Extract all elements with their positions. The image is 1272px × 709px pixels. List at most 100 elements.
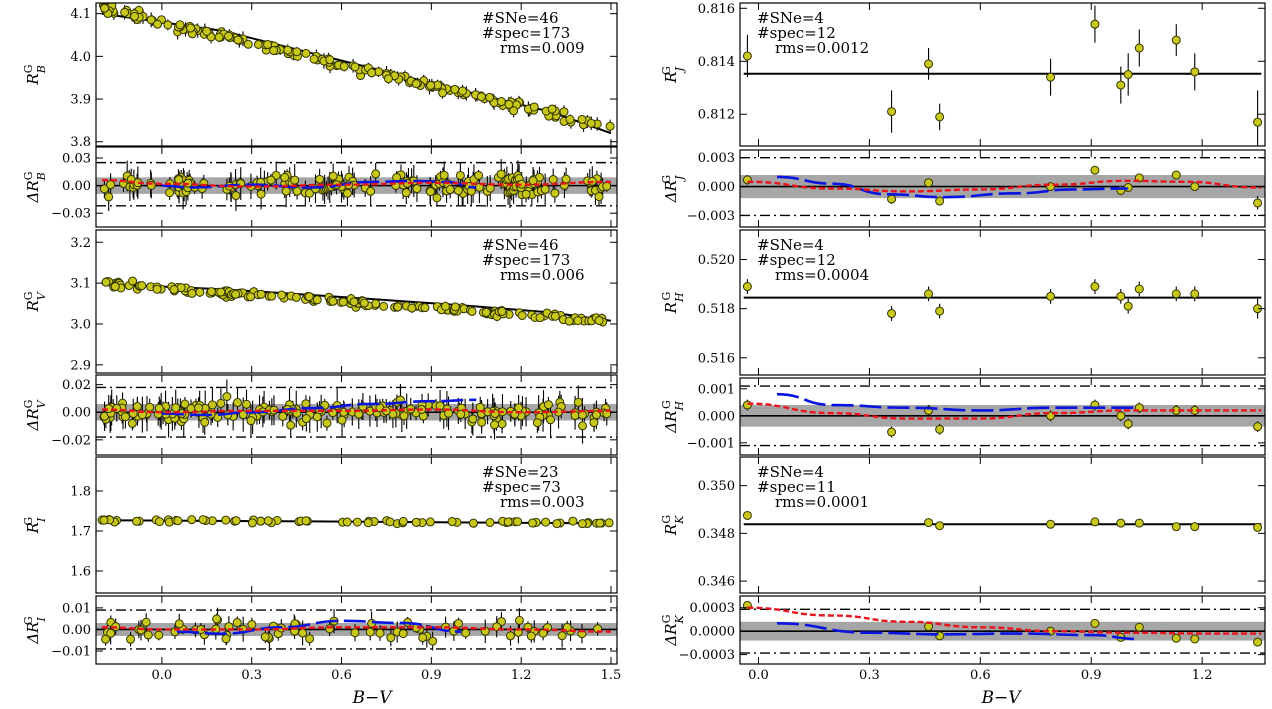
data-point	[283, 45, 293, 55]
data-point	[1171, 170, 1181, 180]
y-tick-label: 1.8	[70, 485, 91, 500]
data-point	[187, 288, 197, 298]
data-point	[155, 517, 165, 527]
data-point	[350, 62, 360, 72]
data-point	[935, 306, 945, 316]
y-tick-label: 0.01	[62, 601, 91, 616]
data-point	[393, 302, 403, 312]
data-point	[112, 403, 122, 413]
data-point	[540, 184, 550, 194]
data-point	[594, 192, 604, 202]
annotation-1: #spec=173	[482, 24, 570, 42]
data-point	[312, 295, 322, 305]
y-tick-label: 0.346	[698, 575, 735, 590]
panels-layer: 3.83.94.04.1RBG#SNe=46#spec=173rms=0.009…	[22, 2, 1266, 683]
x-tick-label: 0.9	[421, 668, 442, 683]
plot-area-i-resid	[96, 607, 617, 652]
data-point	[256, 189, 266, 199]
y-tick-label: 1.7	[70, 525, 91, 540]
data-point	[604, 518, 614, 528]
data-point	[1190, 522, 1200, 532]
data-point	[1116, 411, 1126, 421]
plot-area-h-resid	[740, 385, 1265, 447]
data-point	[577, 519, 587, 529]
data-point	[106, 628, 116, 638]
panel-v-resid: −0.02 0.00 0.02 ΔRVG	[22, 374, 618, 456]
data-point	[260, 632, 270, 642]
data-point	[420, 303, 430, 313]
x-tick-label: 0.9	[1081, 668, 1102, 683]
data-point	[127, 418, 137, 428]
data-point	[561, 174, 571, 184]
data-point	[428, 636, 438, 646]
data-point	[104, 192, 114, 202]
data-point	[453, 186, 463, 196]
data-point	[602, 181, 612, 191]
x-tick-label: 0.3	[241, 668, 262, 683]
data-point	[594, 316, 604, 326]
y-tick-label: 0.516	[698, 351, 735, 366]
data-point	[383, 74, 393, 84]
data-point	[301, 414, 311, 424]
data-point	[1090, 517, 1100, 527]
data-point	[935, 521, 945, 531]
data-points	[101, 607, 603, 652]
data-point	[513, 517, 523, 527]
data-point	[529, 102, 539, 112]
data-point	[485, 92, 495, 102]
data-point	[386, 633, 396, 643]
data-point	[359, 298, 369, 308]
data-point	[504, 99, 514, 109]
data-point	[278, 411, 288, 421]
data-point	[286, 420, 296, 430]
y-tick-label: 0.0000	[690, 625, 736, 640]
data-point	[222, 392, 232, 402]
panel-frame	[739, 456, 1266, 594]
data-point	[322, 418, 332, 428]
y-tick-label: −0.03	[51, 207, 91, 222]
data-point	[887, 309, 897, 319]
data-point	[887, 107, 897, 117]
data-point	[304, 188, 314, 198]
data-point	[1134, 284, 1144, 294]
data-point	[586, 118, 596, 128]
y-tick-label: 0.001	[698, 382, 735, 397]
y-axis-label: ΔRKG	[660, 614, 686, 646]
data-point	[447, 517, 457, 527]
data-point	[527, 518, 537, 528]
blue-dashed-curve	[161, 398, 477, 417]
data-point	[165, 188, 175, 198]
data-point	[552, 519, 562, 529]
y-axis-label: RVG	[22, 291, 48, 312]
data-point	[485, 518, 495, 528]
panel-h-resid: −0.001 0.000 0.001 ΔRHG	[660, 377, 1266, 456]
data-point	[935, 112, 945, 122]
data-point	[411, 517, 421, 527]
data-point	[550, 311, 560, 321]
x-tick-label: 1.5	[601, 668, 622, 683]
data-point	[216, 398, 226, 408]
data-point	[506, 631, 516, 641]
data-point	[379, 301, 389, 311]
y-tick-label: 0.0003	[690, 601, 736, 616]
data-point	[481, 307, 491, 317]
data-point	[253, 39, 263, 49]
data-point	[1123, 419, 1133, 429]
annotation-2: rms=0.0004	[775, 266, 869, 284]
data-point	[547, 104, 557, 114]
data-point	[325, 624, 335, 634]
data-point	[550, 188, 560, 198]
data-point	[99, 184, 109, 194]
data-point	[742, 282, 752, 292]
data-point	[280, 172, 290, 182]
y-tick-label: −0.003	[687, 209, 735, 224]
data-point	[375, 628, 385, 638]
data-point	[231, 289, 241, 299]
y-tick-label: 0.000	[698, 409, 735, 424]
data-point	[935, 424, 945, 434]
data-point	[101, 634, 111, 644]
data-point	[476, 92, 486, 102]
red-dashed-curve	[747, 402, 1262, 420]
data-point	[120, 7, 130, 17]
